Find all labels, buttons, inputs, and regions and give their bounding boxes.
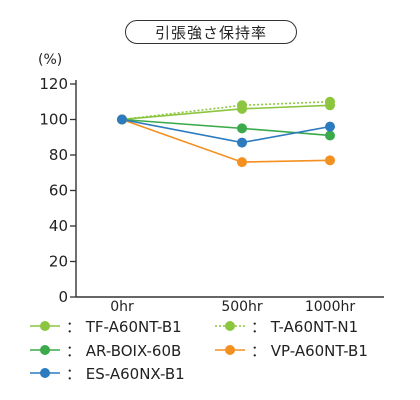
y-tick-label: 80 [49, 146, 68, 164]
x-tick-label: 0hr [110, 299, 134, 315]
legend-swatch-marker [225, 345, 235, 355]
legend-item: ： VP-A60NT-B1 [215, 342, 368, 360]
series-points [117, 96, 335, 168]
legend-label: ： T-A60NT-N1 [251, 318, 358, 336]
legend-label: ： AR-BOIX-60B [66, 342, 181, 360]
legend-item: ： AR-BOIX-60B [30, 342, 181, 360]
data-point [325, 121, 335, 132]
legend-swatch-marker [225, 321, 235, 331]
legend-swatch-marker [40, 368, 50, 378]
x-tick-label: 1000hr [305, 299, 356, 315]
y-tick-label: 120 [39, 75, 68, 93]
data-point [237, 100, 247, 111]
series-line [121, 118, 331, 137]
y-tick-label: 40 [49, 217, 68, 235]
legend-item: ： TF-A60NT-B1 [30, 318, 182, 336]
legend-swatch-marker [40, 321, 50, 331]
data-point [117, 114, 127, 125]
legend-item: ： ES-A60NX-B1 [30, 365, 185, 383]
legend-label: ： VP-A60NT-B1 [251, 342, 368, 360]
legend-label: ： ES-A60NX-B1 [66, 365, 185, 383]
y-tick-label: 0 [58, 288, 68, 306]
x-tick-label: 500hr [221, 299, 263, 315]
data-point [237, 157, 247, 168]
y-tick-label: 100 [39, 111, 68, 129]
y-tick-label: 20 [49, 253, 68, 271]
chart-title-text: 引張強さ保持率 [154, 23, 267, 42]
series-lines [121, 100, 331, 163]
legend-label: ： TF-A60NT-B1 [66, 318, 182, 336]
y-axis-unit-label: (%) [38, 52, 62, 68]
legend-swatch-marker [40, 345, 50, 355]
axes: (%) 0 20 40 60 80 100 120 0hr 500hr 1000hr [38, 52, 384, 315]
legend-item: ： T-A60NT-N1 [215, 318, 358, 336]
data-point [325, 96, 335, 107]
legend: ： TF-A60NT-B1 ： T-A60NT-N1 ： AR-BOIX-60B ： … [30, 318, 368, 383]
data-point [325, 155, 335, 166]
y-tick-label: 60 [49, 182, 68, 200]
data-point [237, 137, 247, 148]
data-point [237, 123, 247, 134]
data-point [325, 130, 335, 141]
chart-title: 引張強さ保持率 [125, 20, 297, 44]
